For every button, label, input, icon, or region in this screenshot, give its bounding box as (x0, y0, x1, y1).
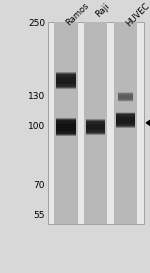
Bar (86, 124, 105, 133)
Text: 55: 55 (33, 211, 45, 220)
Bar (116, 117, 135, 124)
Bar (114, 22, 137, 224)
Bar (116, 113, 135, 122)
Bar (116, 112, 135, 117)
Bar (48, 22, 144, 224)
Bar (118, 97, 133, 101)
Bar (86, 122, 105, 133)
Bar (86, 125, 105, 134)
Bar (56, 74, 76, 86)
Bar (56, 127, 76, 135)
Text: 250: 250 (28, 19, 45, 28)
Bar (56, 72, 76, 77)
Bar (56, 121, 76, 134)
Bar (86, 124, 105, 130)
Bar (116, 113, 135, 120)
Text: 70: 70 (33, 181, 45, 190)
Polygon shape (146, 116, 150, 130)
Bar (86, 127, 105, 134)
Bar (118, 93, 133, 97)
Bar (118, 93, 133, 100)
Bar (86, 121, 105, 132)
Bar (86, 120, 105, 129)
Bar (56, 119, 76, 127)
Bar (116, 118, 135, 127)
Bar (56, 123, 76, 134)
Bar (116, 114, 135, 125)
Bar (86, 121, 105, 130)
Bar (56, 120, 76, 131)
Bar (56, 77, 76, 87)
Bar (56, 84, 76, 89)
Bar (56, 74, 76, 84)
Bar (56, 125, 76, 135)
Bar (56, 120, 76, 133)
Bar (56, 124, 76, 131)
Bar (56, 78, 76, 84)
Bar (86, 129, 105, 135)
Bar (116, 115, 135, 126)
Text: 100: 100 (28, 123, 45, 131)
Bar (118, 93, 133, 99)
Bar (116, 114, 135, 123)
Bar (86, 119, 105, 123)
Text: Ramos: Ramos (64, 1, 91, 28)
Bar (118, 98, 133, 102)
Bar (56, 75, 76, 87)
Bar (118, 92, 133, 96)
Bar (56, 79, 76, 88)
Bar (56, 118, 76, 123)
Bar (56, 82, 76, 89)
Bar (118, 95, 133, 101)
Bar (86, 119, 105, 125)
Bar (56, 73, 76, 81)
Bar (54, 22, 78, 224)
Bar (56, 119, 76, 129)
Bar (56, 72, 76, 79)
Bar (56, 81, 76, 88)
Bar (86, 130, 105, 135)
Bar (116, 112, 135, 118)
Bar (116, 124, 135, 128)
Bar (56, 131, 76, 136)
Bar (118, 99, 133, 102)
Bar (118, 94, 133, 100)
Bar (56, 129, 76, 136)
Bar (84, 22, 107, 224)
Bar (116, 117, 135, 126)
Bar (116, 120, 135, 127)
Text: 130: 130 (28, 93, 45, 101)
Text: HUVEC: HUVEC (124, 1, 150, 28)
Bar (118, 95, 133, 99)
Bar (86, 120, 105, 127)
Text: Raji: Raji (94, 1, 111, 19)
Bar (118, 93, 133, 98)
Bar (56, 73, 76, 82)
Bar (116, 122, 135, 128)
Bar (118, 96, 133, 101)
Bar (118, 92, 133, 95)
Bar (56, 118, 76, 125)
